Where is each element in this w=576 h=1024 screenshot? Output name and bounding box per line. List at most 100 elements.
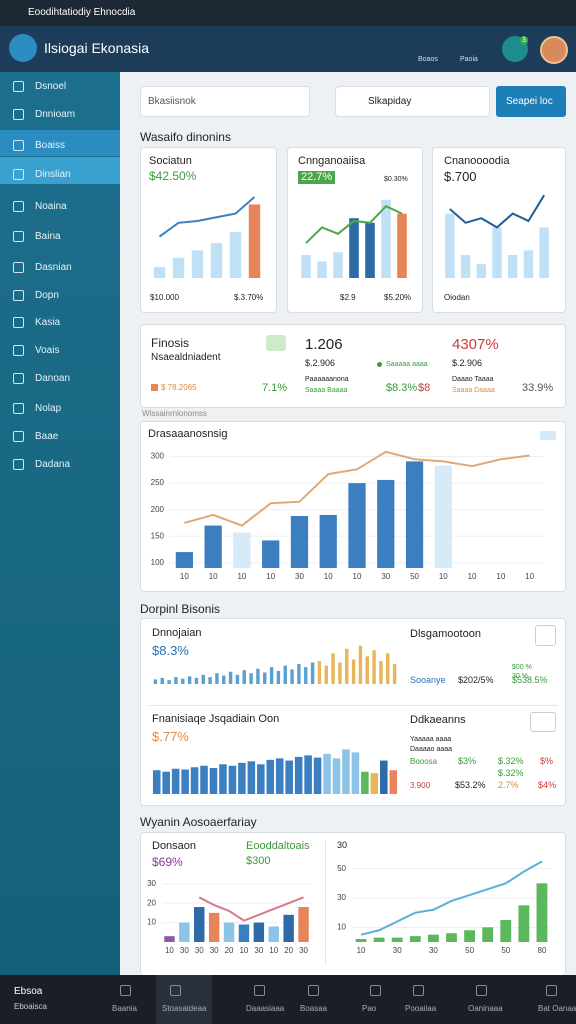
stat-cell: Booosa — [410, 757, 438, 766]
nav-icon — [13, 290, 24, 301]
sidebar-item[interactable]: Baae — [35, 431, 59, 442]
bar — [324, 665, 328, 684]
header-action[interactable]: Boaos — [418, 56, 438, 63]
sidebar-item[interactable]: Dnnioam — [35, 109, 76, 120]
nav-item[interactable]: Pooaiiaa — [405, 1004, 437, 1013]
sidebar-item[interactable]: Nolap — [35, 403, 62, 414]
y-tick-label: 20 — [147, 898, 156, 907]
bar — [310, 662, 315, 684]
button[interactable] — [496, 86, 566, 117]
bar — [508, 255, 518, 278]
bar — [323, 753, 331, 794]
sidebar-item[interactable]: Dadana — [35, 459, 71, 470]
bar — [405, 461, 424, 568]
sidebar — [0, 72, 120, 975]
nav-item[interactable]: Oaninaaa — [468, 1004, 503, 1013]
nav-icon — [13, 81, 24, 92]
sidebar-item[interactable]: Baina — [35, 231, 61, 242]
x-tick-label: 10 — [439, 572, 448, 581]
nav-item[interactable]: Baania — [112, 1004, 137, 1013]
bar — [257, 764, 265, 794]
nav-icon — [13, 431, 24, 442]
card-foot: $2.9 — [340, 293, 356, 302]
nav-icon — [13, 459, 24, 470]
sidebar-item[interactable]: Dasnian — [35, 262, 72, 273]
x-tick-label: 30 — [299, 946, 308, 955]
nav-item[interactable]: Stoasaideaa — [162, 1004, 207, 1013]
nav-icon — [413, 985, 424, 996]
stat-cell: $% — [540, 756, 554, 766]
nav-icon — [13, 231, 24, 242]
icon[interactable] — [530, 712, 556, 732]
nav-item[interactable]: Boasaa — [300, 1004, 328, 1013]
search-box[interactable] — [140, 86, 310, 117]
x-tick-label: 10 — [239, 946, 248, 955]
nav-item[interactable]: Pao — [362, 1004, 377, 1013]
section-title: Wyanin Aosoaerfariay — [140, 815, 257, 829]
stat-line: Yaaaaa aaaa — [410, 736, 452, 743]
x-tick-label: 10 — [165, 946, 174, 955]
sidebar-item[interactable]: Dsnoel — [35, 81, 67, 92]
nav-icon — [13, 373, 24, 384]
nav-item[interactable]: Daaasiaaa — [246, 1004, 285, 1013]
card-note: $0.30% — [384, 176, 408, 183]
nav-icon — [13, 201, 24, 212]
bar — [377, 479, 395, 568]
header-action[interactable]: Paoia — [460, 56, 478, 63]
stat-legend: $00 % — [512, 664, 532, 671]
bar — [247, 761, 256, 794]
kpi-value: 1.206 — [305, 336, 343, 353]
bar — [338, 662, 342, 684]
sidebar-item[interactable]: Danoan — [35, 373, 71, 384]
line — [305, 205, 403, 244]
card-value: $42.50% — [149, 169, 197, 183]
sidebar-item[interactable]: Voais — [35, 345, 60, 356]
y-tick-label: 300 — [151, 452, 165, 461]
stat-cell: 2.7% — [498, 780, 519, 790]
bar — [194, 677, 199, 684]
card-foot: Oiodan — [444, 293, 470, 302]
sidebar-item[interactable]: Dopn — [35, 290, 59, 301]
nav-icon — [308, 985, 319, 996]
bottom-nav — [0, 975, 576, 1024]
kpi-icon — [266, 335, 286, 351]
icon[interactable] — [535, 625, 556, 646]
bar — [358, 645, 363, 684]
panel-chart — [153, 645, 397, 684]
sidebar-item[interactable]: Kasia — [35, 317, 61, 328]
bar — [492, 227, 502, 278]
card-value: 22.7% — [298, 171, 336, 184]
x-tick-label: 10 — [496, 572, 505, 581]
panel-chart — [152, 749, 398, 794]
x-tick-label: 50 — [501, 946, 510, 955]
bar — [332, 758, 341, 794]
x-tick-label: 30 — [393, 946, 402, 955]
kpi-change: 33.9% — [522, 382, 554, 394]
y-tick-label: 50 — [337, 864, 346, 873]
bar — [181, 769, 189, 794]
y-tick-label: 10 — [147, 918, 156, 927]
perf-name: Donsaon — [152, 840, 197, 852]
line — [360, 860, 543, 936]
line — [198, 896, 304, 922]
bar — [536, 883, 548, 942]
legend-dot — [377, 362, 382, 367]
kpi-value: 4307% — [452, 336, 499, 353]
x-tick-label: 80 — [538, 946, 547, 955]
bar — [283, 914, 294, 942]
kpi-sub: $.2.906 — [452, 358, 483, 368]
filter[interactable] — [335, 86, 490, 117]
nav-item[interactable]: Bat Oanaa — [538, 1004, 576, 1013]
stat-cell: $53.2% — [455, 780, 486, 790]
sidebar-item[interactable]: Boaiss — [35, 140, 66, 151]
card-title: Cnanoooodia — [444, 155, 510, 167]
bar — [263, 672, 267, 684]
avatar[interactable] — [540, 36, 568, 64]
kpi-status: Saaaa Baaaa — [305, 387, 348, 394]
bar — [208, 677, 212, 684]
kpi-title: Finosis — [151, 336, 190, 350]
bar — [304, 667, 308, 684]
sidebar-item[interactable]: Dinslian — [35, 169, 71, 180]
sidebar-item[interactable]: Noaina — [35, 201, 67, 212]
